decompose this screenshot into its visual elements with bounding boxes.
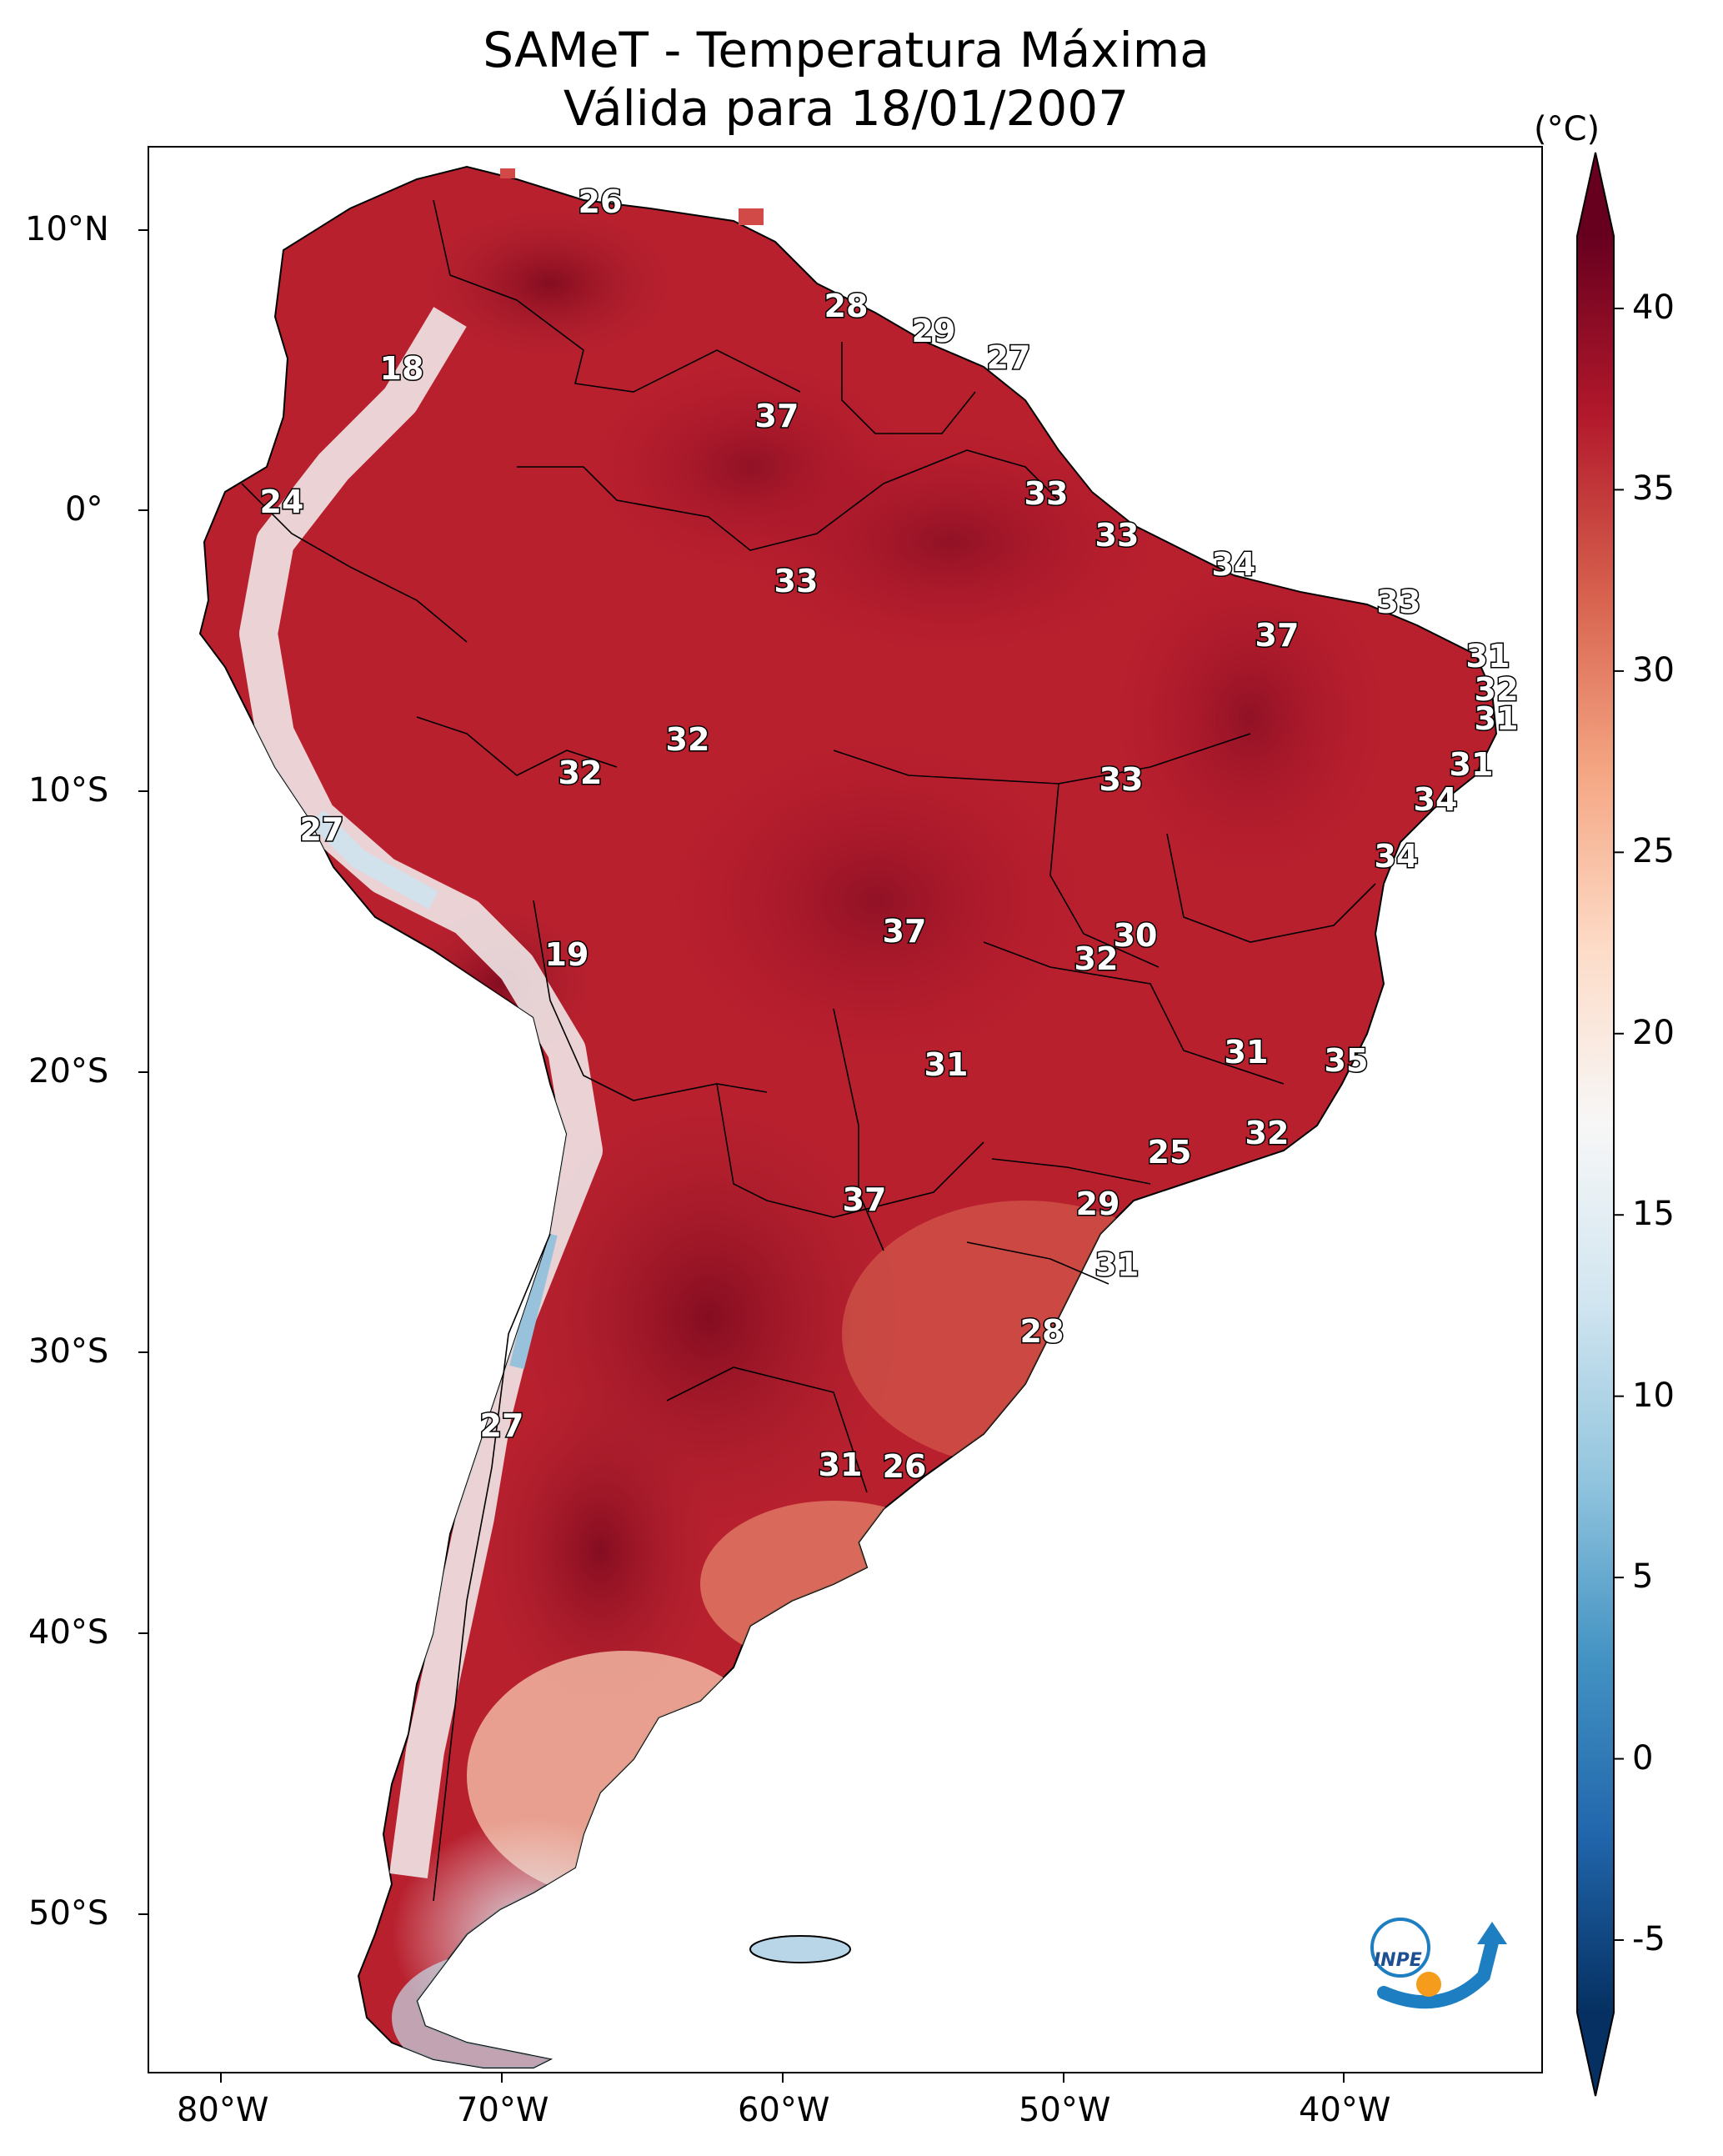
contour-label: 37 [883,913,927,950]
colorbar-unit-label: (°C) [1534,110,1600,148]
colorbar-tick-label: 30 [1632,650,1675,689]
contour-label: 32 [558,755,603,791]
colorbar-tick-label: 10 [1632,1376,1675,1415]
contour-label: 34 [1375,838,1419,875]
contour-label: 33 [1095,517,1139,554]
lon-label: 50°W [1019,2091,1111,2129]
colorbar-bar [1577,236,1614,2013]
lat-label: 50°S [28,1894,109,1933]
colorbar-tick-label: 25 [1632,832,1675,871]
axis-ticks [138,229,1345,2083]
contour-label: 33 [1024,475,1069,512]
contour-label: 37 [843,1181,887,1218]
colorbar-tick-label: 0 [1632,1738,1654,1777]
lat-label: 40°S [28,1613,109,1652]
contour-label: 32 [1074,940,1119,977]
contour-label: 29 [912,313,956,349]
contour-label: 33 [774,563,819,599]
colorbar-min-arrow [1577,2013,1614,2096]
contour-label: 19 [545,936,589,973]
inpe-logo-text: INPE [1374,1950,1422,1971]
country-borders [241,199,1376,1902]
contour-label: 31 [1225,1034,1269,1070]
contour-label: 31 [1450,746,1494,783]
colorbar-tick-label: 15 [1632,1195,1675,1234]
colorbar [1576,152,1624,2097]
contour-label: 34 [1212,546,1256,583]
lat-label: 10°S [28,771,109,810]
contour-label: 34 [1414,781,1458,818]
contour-label: 28 [1020,1313,1064,1350]
colorbar-tick-label: -5 [1632,1920,1665,1959]
contour-label: 28 [824,288,869,324]
contour-label: 31 [1466,638,1510,674]
lat-label: 10°N [25,210,109,248]
lat-label: 20°S [28,1052,109,1091]
colorbar-tick-label: 35 [1632,469,1675,509]
contour-label: 31 [1095,1246,1139,1283]
contour-label: 32 [1475,671,1519,708]
contour-label: 27 [987,339,1031,376]
contour-label: 31 [819,1447,863,1483]
lon-label: 60°W [738,2091,830,2129]
colorbar-tick-label: 40 [1632,288,1675,327]
contour-label: 37 [1255,617,1300,654]
contour-label: 29 [1076,1186,1120,1222]
lon-label: 70°W [457,2091,549,2129]
contour-label: 37 [755,398,799,434]
contour-label: 26 [883,1448,927,1485]
contour-label: 31 [924,1046,969,1083]
contour-label: 32 [1245,1115,1290,1151]
contour-label: 30 [1114,917,1158,954]
contour-label: 27 [480,1407,524,1444]
lat-label: 30°S [28,1332,109,1371]
colorbar-tick-label: 5 [1632,1557,1654,1597]
contour-label: 27 [300,811,344,848]
lat-label: 0° [65,490,103,529]
inpe-logo: INPE [1370,1918,1507,2009]
map-subtitle: Válida para 18/01/2007 [563,80,1129,137]
contour-label: 32 [666,721,710,758]
contour-label: 35 [1325,1042,1369,1079]
lon-label: 40°W [1299,2091,1391,2129]
lon-label: 80°W [177,2091,269,2129]
colorbar-tick-label: 20 [1632,1013,1675,1052]
contour-label: 31 [1475,700,1519,737]
map-title: SAMeT - Temperatura Máxima [483,22,1210,78]
contour-label: 18 [380,350,424,387]
contour-label: 33 [1099,761,1144,798]
contour-label: 24 [260,484,304,520]
contour-label: 26 [579,183,623,220]
contour-label: 33 [1377,584,1421,620]
colorbar-max-arrow [1577,153,1614,236]
contour-label: 25 [1148,1134,1192,1171]
